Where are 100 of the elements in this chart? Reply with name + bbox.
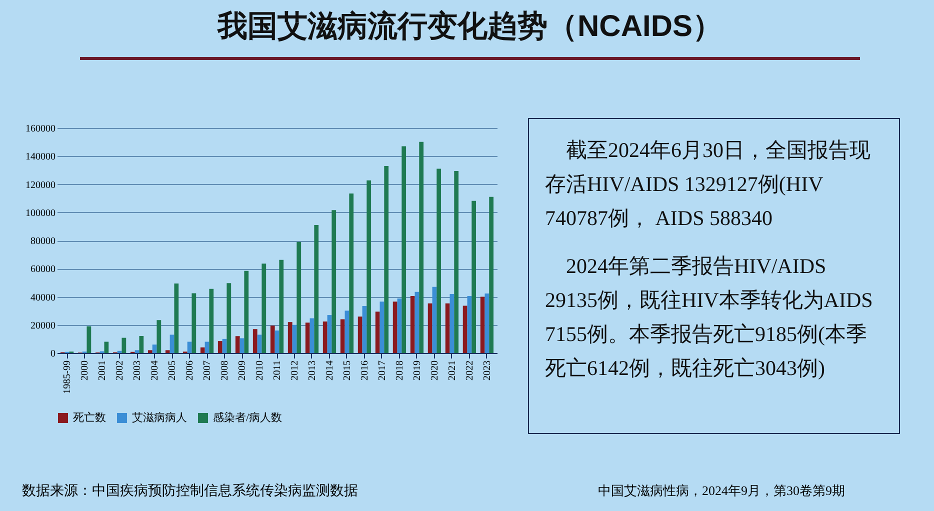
x-tick-label: 2018 xyxy=(394,360,406,380)
bar xyxy=(296,242,302,353)
bar xyxy=(392,302,398,353)
bar xyxy=(310,318,314,353)
bar xyxy=(366,180,372,353)
x-tick-label: 2013 xyxy=(306,360,318,380)
y-tick-label: 0 xyxy=(50,348,56,360)
bar xyxy=(327,315,332,353)
bar xyxy=(467,296,472,353)
x-tick-label: 2023 xyxy=(482,360,493,380)
x-tick-label: 2014 xyxy=(324,360,336,380)
bar xyxy=(270,326,275,353)
x-tick-label: 2010 xyxy=(254,360,266,380)
bar xyxy=(274,330,280,353)
y-tick-label: 60000 xyxy=(30,264,56,276)
bar xyxy=(419,142,424,353)
x-tick-label: 2002 xyxy=(114,360,126,380)
x-tick-label: 2009 xyxy=(237,360,248,380)
legend-label: 感染者/病人数 xyxy=(213,411,282,424)
chart-title: 我国艾滋病流行变化趋势（NCAIDS） xyxy=(80,6,860,60)
bar xyxy=(332,210,336,353)
bar xyxy=(445,303,450,353)
bar xyxy=(104,342,109,353)
bar xyxy=(148,350,152,353)
bar xyxy=(86,326,92,353)
text: 中国艾滋病性病，2024年9月，第30卷第9期 xyxy=(598,482,845,500)
bar xyxy=(472,200,476,353)
bar xyxy=(222,338,227,353)
x-tick-label: 2005 xyxy=(167,360,178,380)
x-tick-label: 1985-99 xyxy=(62,360,74,394)
y-tick-label: 100000 xyxy=(26,208,56,219)
y-tick-label: 80000 xyxy=(30,236,56,247)
bar xyxy=(279,260,284,353)
x-tick-label: 2011 xyxy=(272,360,283,380)
bar xyxy=(344,310,350,353)
bar xyxy=(152,344,157,353)
bar xyxy=(362,306,367,353)
bar xyxy=(480,296,485,353)
bar xyxy=(288,322,292,353)
x-tick-label: 2001 xyxy=(97,360,108,380)
legend-label: 艾滋病病人 xyxy=(132,411,187,424)
bar xyxy=(174,284,179,353)
x-tick-label: 2021 xyxy=(446,360,458,380)
source-note: 数据来源：中国疾病预防控制信息系统传染病监测数据 xyxy=(22,482,358,500)
y-tick-label: 120000 xyxy=(26,180,56,191)
bar xyxy=(226,283,232,353)
bar xyxy=(156,320,162,353)
bar xyxy=(402,146,406,353)
x-tick-label: 2017 xyxy=(376,360,388,380)
bar xyxy=(244,270,249,353)
bar xyxy=(170,334,174,353)
bar xyxy=(397,298,402,353)
x-tick-label: 2019 xyxy=(412,360,423,380)
text: 截至2024年6月30日，全国报告现存活HIV/AIDS 1329127例(HIV 740787例， AIDS 588340 xyxy=(545,137,872,232)
legend-label: 死亡数 xyxy=(73,411,106,424)
x-tick-label: 2004 xyxy=(150,360,161,380)
bar xyxy=(322,322,328,353)
y-tick-label: 140000 xyxy=(26,152,56,163)
x-tick-label: 2003 xyxy=(132,360,144,380)
bar xyxy=(218,341,222,353)
bar xyxy=(240,338,244,353)
bar xyxy=(257,334,262,353)
bar xyxy=(200,347,205,353)
bar xyxy=(380,302,384,353)
bar xyxy=(165,350,170,353)
text: 2024年第二季报告HIV/AIDS 29135例，既往HIV本季转化为AIDS 7155例。本季报告死亡9185例(本季死亡6142例，既往死亡3043例) xyxy=(545,253,874,382)
x-tick-label: 2007 xyxy=(202,360,214,380)
x-tick-label: 2012 xyxy=(289,360,300,380)
x-tick-label: 2022 xyxy=(464,360,476,380)
bar xyxy=(489,196,494,353)
bar xyxy=(484,294,490,353)
x-tick-label: 2020 xyxy=(429,360,440,380)
bar xyxy=(462,306,468,353)
bar xyxy=(235,336,240,353)
x-tick-label: 2016 xyxy=(359,360,370,380)
bar xyxy=(454,171,459,353)
y-tick-label: 20000 xyxy=(30,320,56,332)
bar xyxy=(292,324,297,353)
x-tick-label: 2015 xyxy=(342,360,353,380)
bar xyxy=(414,292,420,353)
bar xyxy=(432,286,437,353)
bar xyxy=(252,329,258,353)
bar xyxy=(134,350,140,353)
y-tick-label: 40000 xyxy=(30,292,56,304)
bar xyxy=(450,294,454,353)
bar xyxy=(192,293,196,353)
bar xyxy=(349,194,354,353)
bar xyxy=(384,166,389,353)
bar xyxy=(375,312,380,353)
bar xyxy=(314,225,319,353)
bar xyxy=(209,288,214,353)
y-tick-label: 160000 xyxy=(26,124,56,134)
bar xyxy=(305,322,310,353)
bar xyxy=(428,303,432,353)
bar xyxy=(122,338,126,353)
bar xyxy=(436,168,442,353)
x-tick-label: 2008 xyxy=(220,360,231,380)
x-tick-label: 2000 xyxy=(80,360,91,380)
x-tick-label: 2006 xyxy=(184,360,196,380)
bar xyxy=(410,296,415,353)
